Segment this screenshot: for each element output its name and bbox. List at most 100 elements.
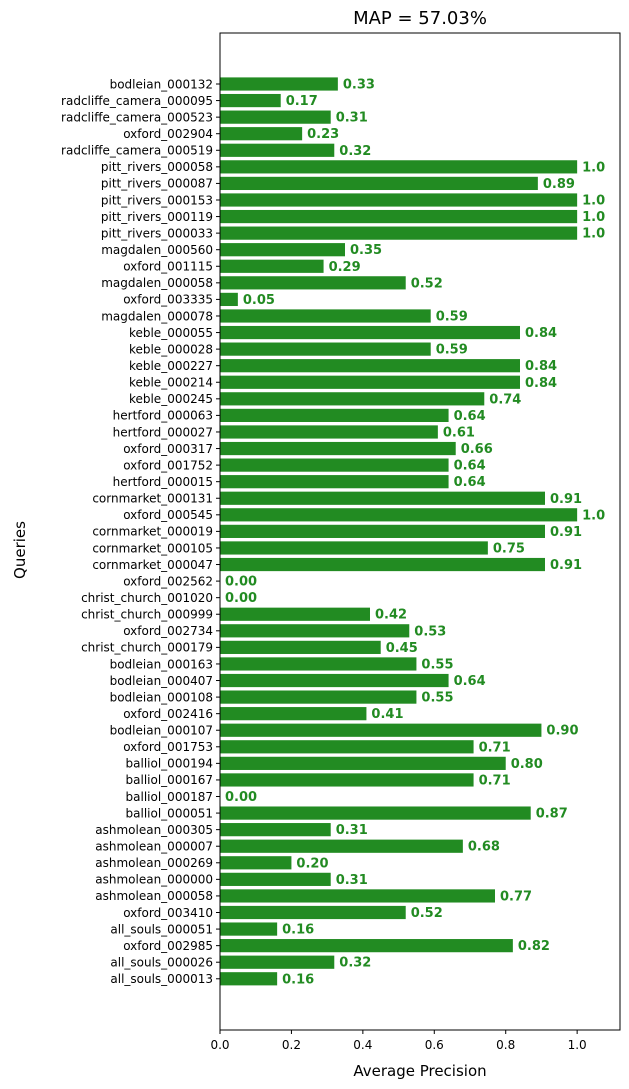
bar: [220, 806, 531, 820]
bar-value-label: 0.45: [386, 641, 418, 656]
y-tick-label: ashmolean_000000: [95, 873, 213, 887]
bar: [220, 143, 335, 157]
bar: [220, 425, 438, 439]
y-tick-label: hertford_000063: [113, 409, 213, 423]
bar: [220, 226, 578, 240]
bar: [220, 939, 513, 953]
y-tick-label: magdalen_000560: [101, 243, 213, 257]
bar: [220, 856, 292, 870]
y-tick-label: cornmarket_000131: [92, 492, 213, 506]
y-tick-label: oxford_001752: [123, 458, 213, 472]
y-tick-label: hertford_000027: [113, 425, 213, 439]
bar-value-label: 0.71: [479, 773, 511, 788]
bar-value-label: 0.20: [296, 856, 328, 871]
bar-value-label: 0.16: [282, 923, 314, 938]
value-labels-layer: 0.330.170.310.230.321.00.891.01.01.00.35…: [225, 78, 605, 988]
bar-value-label: 1.0: [582, 210, 605, 225]
y-tick-label: pitt_rivers_000033: [101, 226, 213, 240]
bar-value-label: 1.0: [582, 508, 605, 523]
y-tick-label: bodleian_000407: [110, 674, 213, 688]
y-tick-label: oxford_002985: [123, 939, 213, 953]
y-tick-label: balliol_000167: [126, 773, 213, 787]
bar-value-label: 0.53: [414, 624, 446, 639]
y-tick-label: bodleian_000107: [110, 724, 213, 738]
y-tick-label: ashmolean_000058: [95, 889, 213, 903]
bar: [220, 292, 238, 307]
y-tick-label: christ_church_001020: [81, 591, 213, 605]
x-tick-label: 0.4: [353, 1038, 372, 1052]
bar-value-label: 0.31: [336, 823, 368, 838]
bar: [220, 508, 578, 522]
bar-value-label: 0.00: [225, 790, 257, 805]
bar-value-label: 0.75: [493, 541, 525, 556]
bar-value-label: 0.91: [550, 558, 582, 573]
y-tick-label: oxford_000317: [123, 442, 213, 456]
bar-value-label: 0.31: [336, 111, 368, 126]
bar: [220, 110, 331, 124]
bar: [220, 756, 506, 770]
y-tick-label: radcliffe_camera_000095: [61, 94, 213, 108]
bar-value-label: 0.84: [525, 359, 557, 374]
y-tick-label: keble_000227: [129, 359, 213, 373]
bar-value-label: 0.33: [343, 78, 375, 93]
y-tick-label: oxford_001753: [123, 740, 213, 754]
y-tick-label: pitt_rivers_000087: [101, 177, 213, 191]
bar: [220, 557, 545, 572]
y-tick-label: bodleian_000163: [110, 657, 213, 671]
y-tick-label: oxford_002416: [123, 707, 213, 721]
bar: [220, 77, 338, 91]
y-tick-label: keble_000028: [129, 342, 213, 356]
y-axis-title: Queries: [11, 521, 29, 579]
bar: [220, 541, 488, 555]
y-tick-label: radcliffe_camera_000519: [61, 144, 213, 158]
bar-value-label: 0.52: [411, 906, 443, 921]
y-tick-label: all_souls_000026: [110, 956, 213, 970]
bar-value-label: 0.77: [500, 889, 532, 904]
bar: [220, 640, 381, 654]
x-tick-label: 0.6: [425, 1038, 444, 1052]
bar-value-label: 0.74: [489, 392, 521, 407]
bar-value-label: 0.23: [307, 127, 339, 142]
y-tick-label: christ_church_000179: [81, 641, 213, 655]
y-tick-label: all_souls_000051: [110, 922, 213, 936]
y-tick-label: ashmolean_000305: [95, 823, 213, 837]
bar-value-label: 0.89: [543, 177, 575, 192]
y-tick-label: keble_000245: [129, 392, 213, 406]
bar-value-label: 0.87: [536, 807, 568, 822]
bar: [220, 624, 410, 638]
bar-value-label: 0.64: [454, 409, 486, 424]
bar-value-label: 0.82: [518, 939, 550, 954]
y-tick-label: oxford_003335: [123, 293, 213, 307]
bar-value-label: 0.91: [550, 492, 582, 507]
bar-value-label: 1.0: [582, 227, 605, 242]
bar: [220, 607, 370, 621]
bars-layer: [220, 77, 578, 986]
y-tick-label: cornmarket_000105: [92, 541, 213, 555]
y-tick-label: magdalen_000058: [101, 276, 213, 290]
bar-value-label: 0.52: [411, 276, 443, 291]
bar: [220, 359, 520, 373]
bar-value-label: 0.66: [461, 442, 493, 457]
bar-value-label: 0.84: [525, 326, 557, 341]
bar-value-label: 0.32: [339, 956, 371, 971]
bar: [220, 872, 331, 886]
bar-value-label: 0.64: [454, 674, 486, 689]
bar-value-label: 0.32: [339, 144, 371, 159]
chart-title: MAP = 57.03%: [353, 8, 487, 29]
bar: [220, 955, 335, 969]
bar-value-label: 0.64: [454, 475, 486, 490]
bar: [220, 905, 406, 920]
bar: [220, 922, 278, 936]
bar: [220, 491, 545, 505]
x-tick-label: 0.8: [496, 1038, 515, 1052]
y-tick-label: oxford_002562: [123, 574, 213, 588]
y-tick-label: oxford_000545: [123, 508, 213, 522]
bar-value-label: 0.55: [421, 691, 453, 706]
y-tick-label: oxford_003410: [123, 906, 213, 920]
bar-value-label: 0.59: [436, 343, 468, 358]
bar: [220, 707, 367, 721]
bar-value-label: 0.59: [436, 309, 468, 324]
bar: [220, 325, 520, 340]
bar: [220, 209, 578, 224]
